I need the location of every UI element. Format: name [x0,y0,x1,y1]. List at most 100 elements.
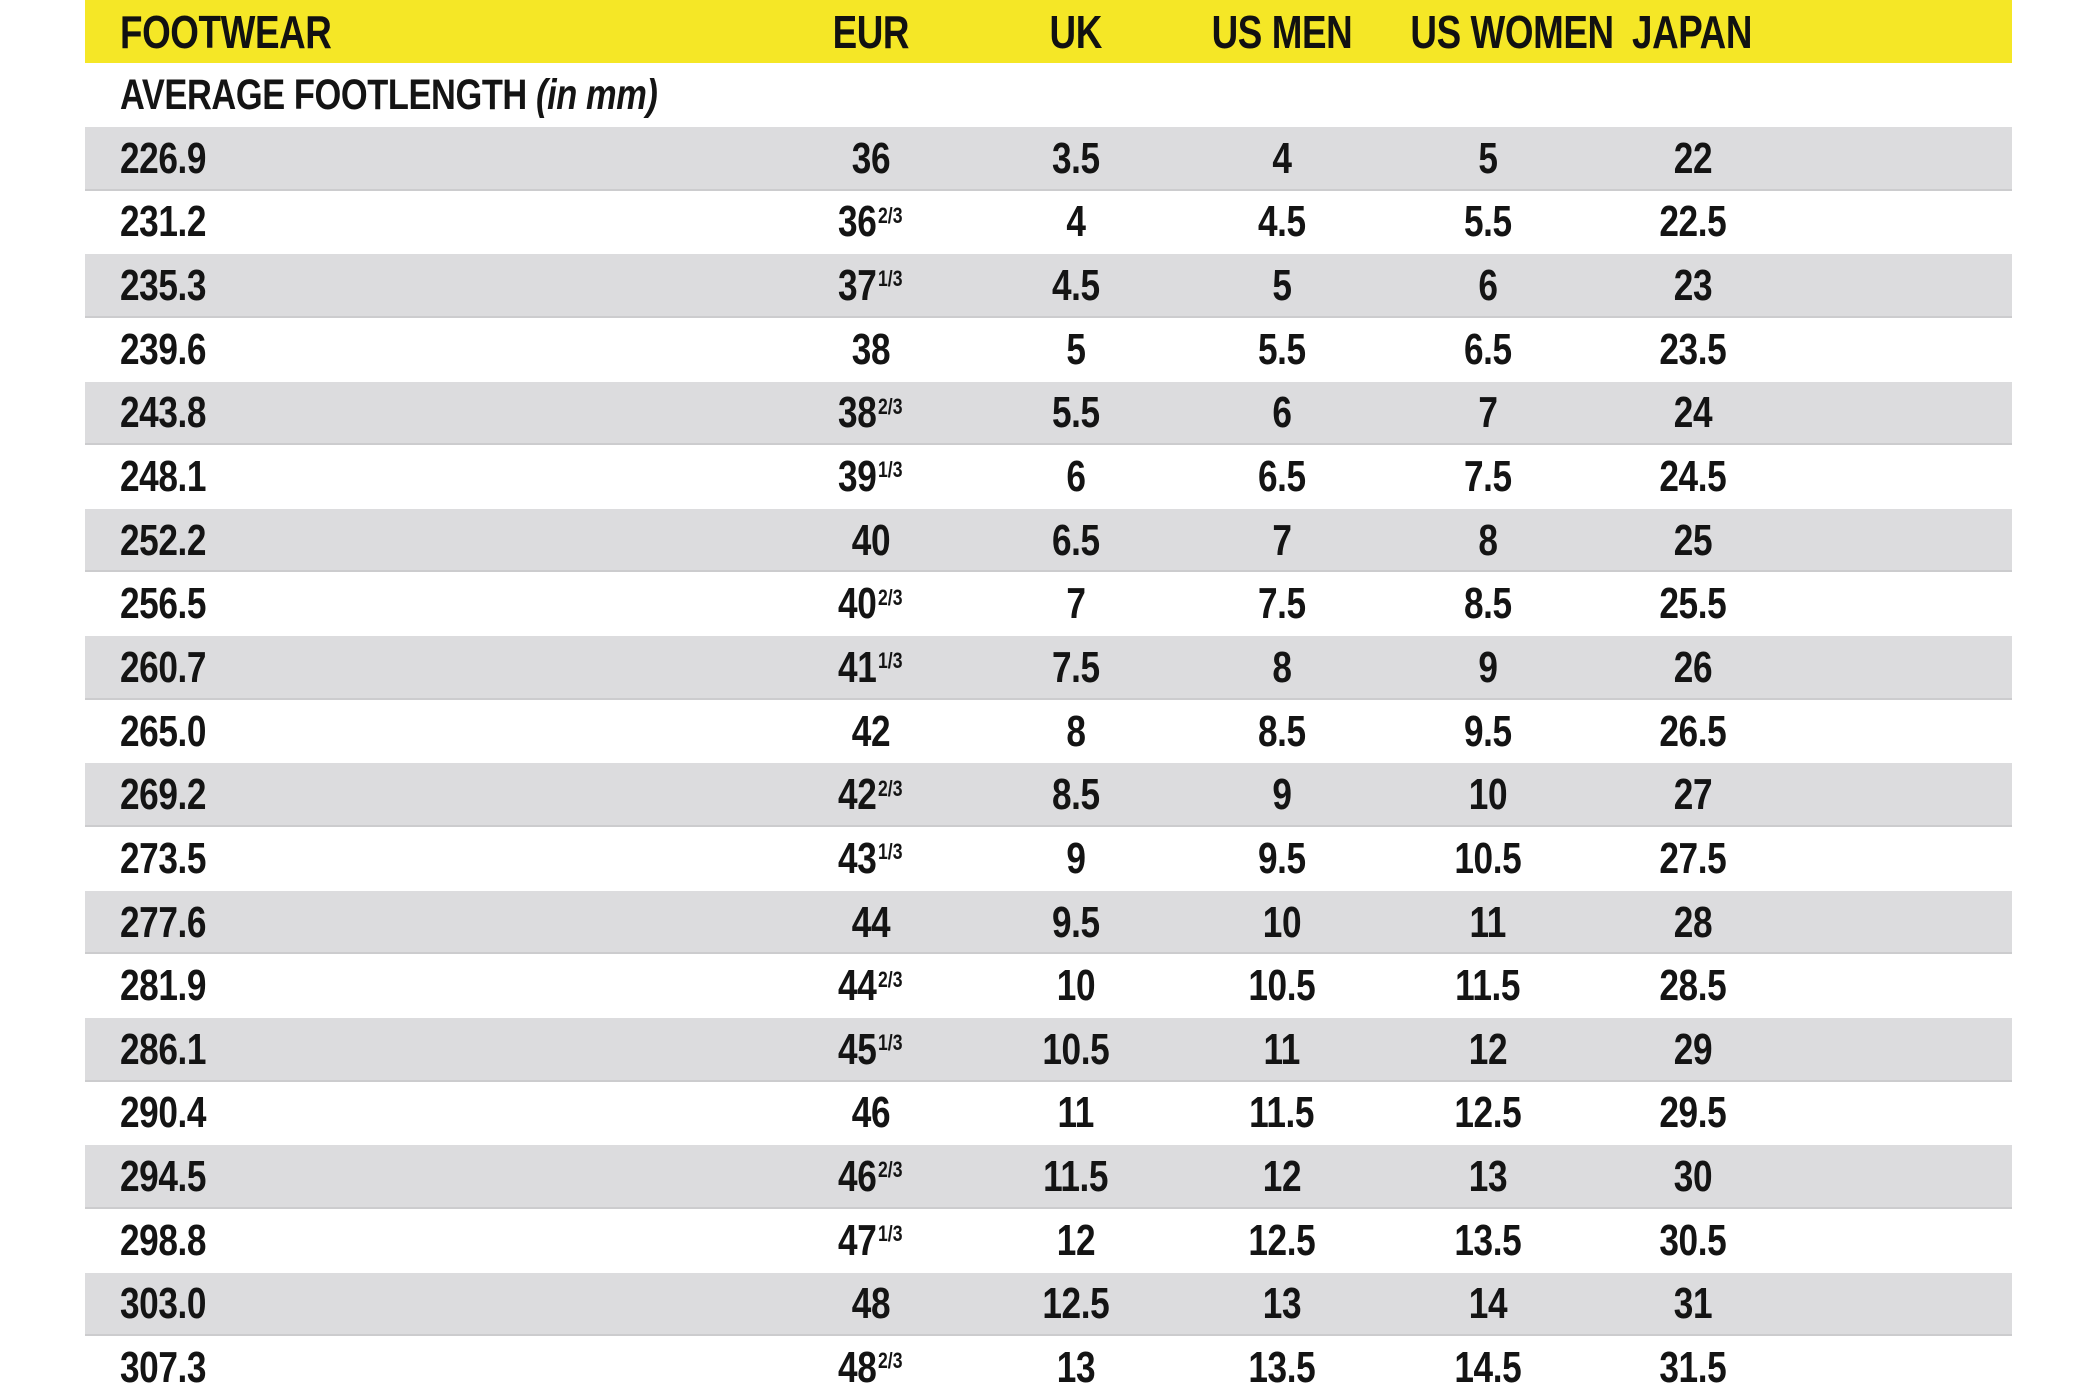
cell-us-men: 9 [1178,763,1385,828]
cell-us-women: 6.5 [1385,317,1590,382]
cell-uk: 4 [973,190,1178,255]
cell-us-women: 13.5 [1385,1208,1590,1273]
subheader-unit: (in mm) [536,70,658,119]
column-header-japan-label: JAPAN [1632,5,1753,58]
row-spacer [1795,1336,2012,1400]
cell-uk: 10.5 [973,1017,1178,1082]
cell-uk: 8 [973,699,1178,764]
column-header-footwear-label: FOOTWEAR [120,5,332,58]
cell-us-men: 4 [1178,127,1385,191]
cell-japan: 28.5 [1590,954,1795,1018]
cell-eur: 462/3 [768,1145,973,1209]
cell-japan: 26 [1590,636,1795,700]
cell-japan: 25 [1590,508,1795,573]
cell-uk: 4.5 [973,254,1178,318]
table-row: 290.4 46 11 11.5 12.5 29.5 [85,1081,2012,1146]
cell-footlength: 239.6 [85,317,768,382]
cell-uk: 8.5 [973,763,1178,828]
cell-footlength: 298.8 [85,1208,768,1273]
cell-us-women: 6 [1385,254,1590,318]
row-spacer [1795,1145,2012,1209]
cell-japan: 27.5 [1590,827,1795,891]
cell-japan: 22.5 [1590,190,1795,255]
cell-footlength: 265.0 [85,699,768,764]
row-spacer [1795,445,2012,509]
column-header-us-men: US MEN [1178,0,1385,63]
cell-us-women: 11.5 [1385,954,1590,1018]
cell-us-women: 10.5 [1385,827,1590,891]
column-header-eur: EUR [768,0,973,63]
column-header-footwear: FOOTWEAR [85,0,768,63]
cell-eur: 442/3 [768,954,973,1018]
cell-japan: 27 [1590,763,1795,828]
cell-uk: 5 [973,317,1178,382]
row-spacer [1795,127,2012,191]
cell-footlength: 235.3 [85,254,768,318]
row-spacer [1795,763,2012,828]
cell-us-women: 7 [1385,381,1590,446]
column-header-uk-label: UK [1049,5,1102,58]
cell-us-men: 11.5 [1178,1081,1385,1146]
row-spacer [1795,954,2012,1018]
cell-us-men: 6 [1178,381,1385,446]
cell-eur: 44 [768,890,973,955]
cell-eur: 431/3 [768,827,973,891]
cell-eur: 451/3 [768,1017,973,1082]
cell-us-women: 11 [1385,890,1590,955]
cell-footlength: 286.1 [85,1017,768,1082]
cell-eur: 48 [768,1272,973,1337]
row-spacer [1795,636,2012,700]
cell-japan: 24.5 [1590,445,1795,509]
cell-footlength: 248.1 [85,445,768,509]
cell-japan: 31.5 [1590,1336,1795,1400]
cell-uk: 9 [973,827,1178,891]
cell-us-men: 6.5 [1178,445,1385,509]
table-row: 243.8 382/3 5.5 6 7 24 [85,381,2012,446]
cell-uk: 10 [973,954,1178,1018]
row-spacer [1795,1208,2012,1273]
row-spacer [1795,699,2012,764]
cell-eur: 36 [768,127,973,191]
cell-japan: 28 [1590,890,1795,955]
cell-eur: 402/3 [768,572,973,637]
cell-us-men: 8.5 [1178,699,1385,764]
cell-us-women: 8 [1385,508,1590,573]
cell-japan: 30 [1590,1145,1795,1209]
subheader-label: AVERAGE FOOTLENGTH [120,70,527,119]
cell-footlength: 226.9 [85,127,768,191]
footwear-size-table: FOOTWEAR EUR UK US MEN US WOMEN JAPAN [85,0,2012,1400]
header-spacer [1795,0,2012,63]
table-row: 286.1 451/3 10.5 11 12 29 [85,1017,2012,1082]
cell-us-women: 9 [1385,636,1590,700]
cell-us-women: 5.5 [1385,190,1590,255]
table-row: 298.8 471/3 12 12.5 13.5 30.5 [85,1208,2012,1273]
cell-uk: 12 [973,1208,1178,1273]
table-row: 231.2 362/3 4 4.5 5.5 22.5 [85,190,2012,255]
cell-us-men: 8 [1178,636,1385,700]
column-header-japan: JAPAN [1590,0,1795,63]
cell-eur: 422/3 [768,763,973,828]
cell-us-men: 5 [1178,254,1385,318]
row-spacer [1795,827,2012,891]
cell-footlength: 252.2 [85,508,768,573]
cell-japan: 24 [1590,381,1795,446]
cell-footlength: 273.5 [85,827,768,891]
column-header-eur-label: EUR [832,5,909,58]
row-spacer [1795,381,2012,446]
subheader-cell: AVERAGE FOOTLENGTH (in mm) [85,63,2012,127]
cell-uk: 3.5 [973,127,1178,191]
cell-us-women: 10 [1385,763,1590,828]
cell-us-women: 9.5 [1385,699,1590,764]
cell-footlength: 303.0 [85,1272,768,1337]
cell-eur: 391/3 [768,445,973,509]
cell-japan: 23.5 [1590,317,1795,382]
row-spacer [1795,572,2012,637]
cell-us-men: 10 [1178,890,1385,955]
cell-us-men: 12.5 [1178,1208,1385,1273]
cell-us-men: 7.5 [1178,572,1385,637]
table-row: 294.5 462/3 11.5 12 13 30 [85,1145,2012,1209]
cell-footlength: 260.7 [85,636,768,700]
cell-us-women: 8.5 [1385,572,1590,637]
table-subheader-row: AVERAGE FOOTLENGTH (in mm) [85,63,2012,127]
row-spacer [1795,890,2012,955]
